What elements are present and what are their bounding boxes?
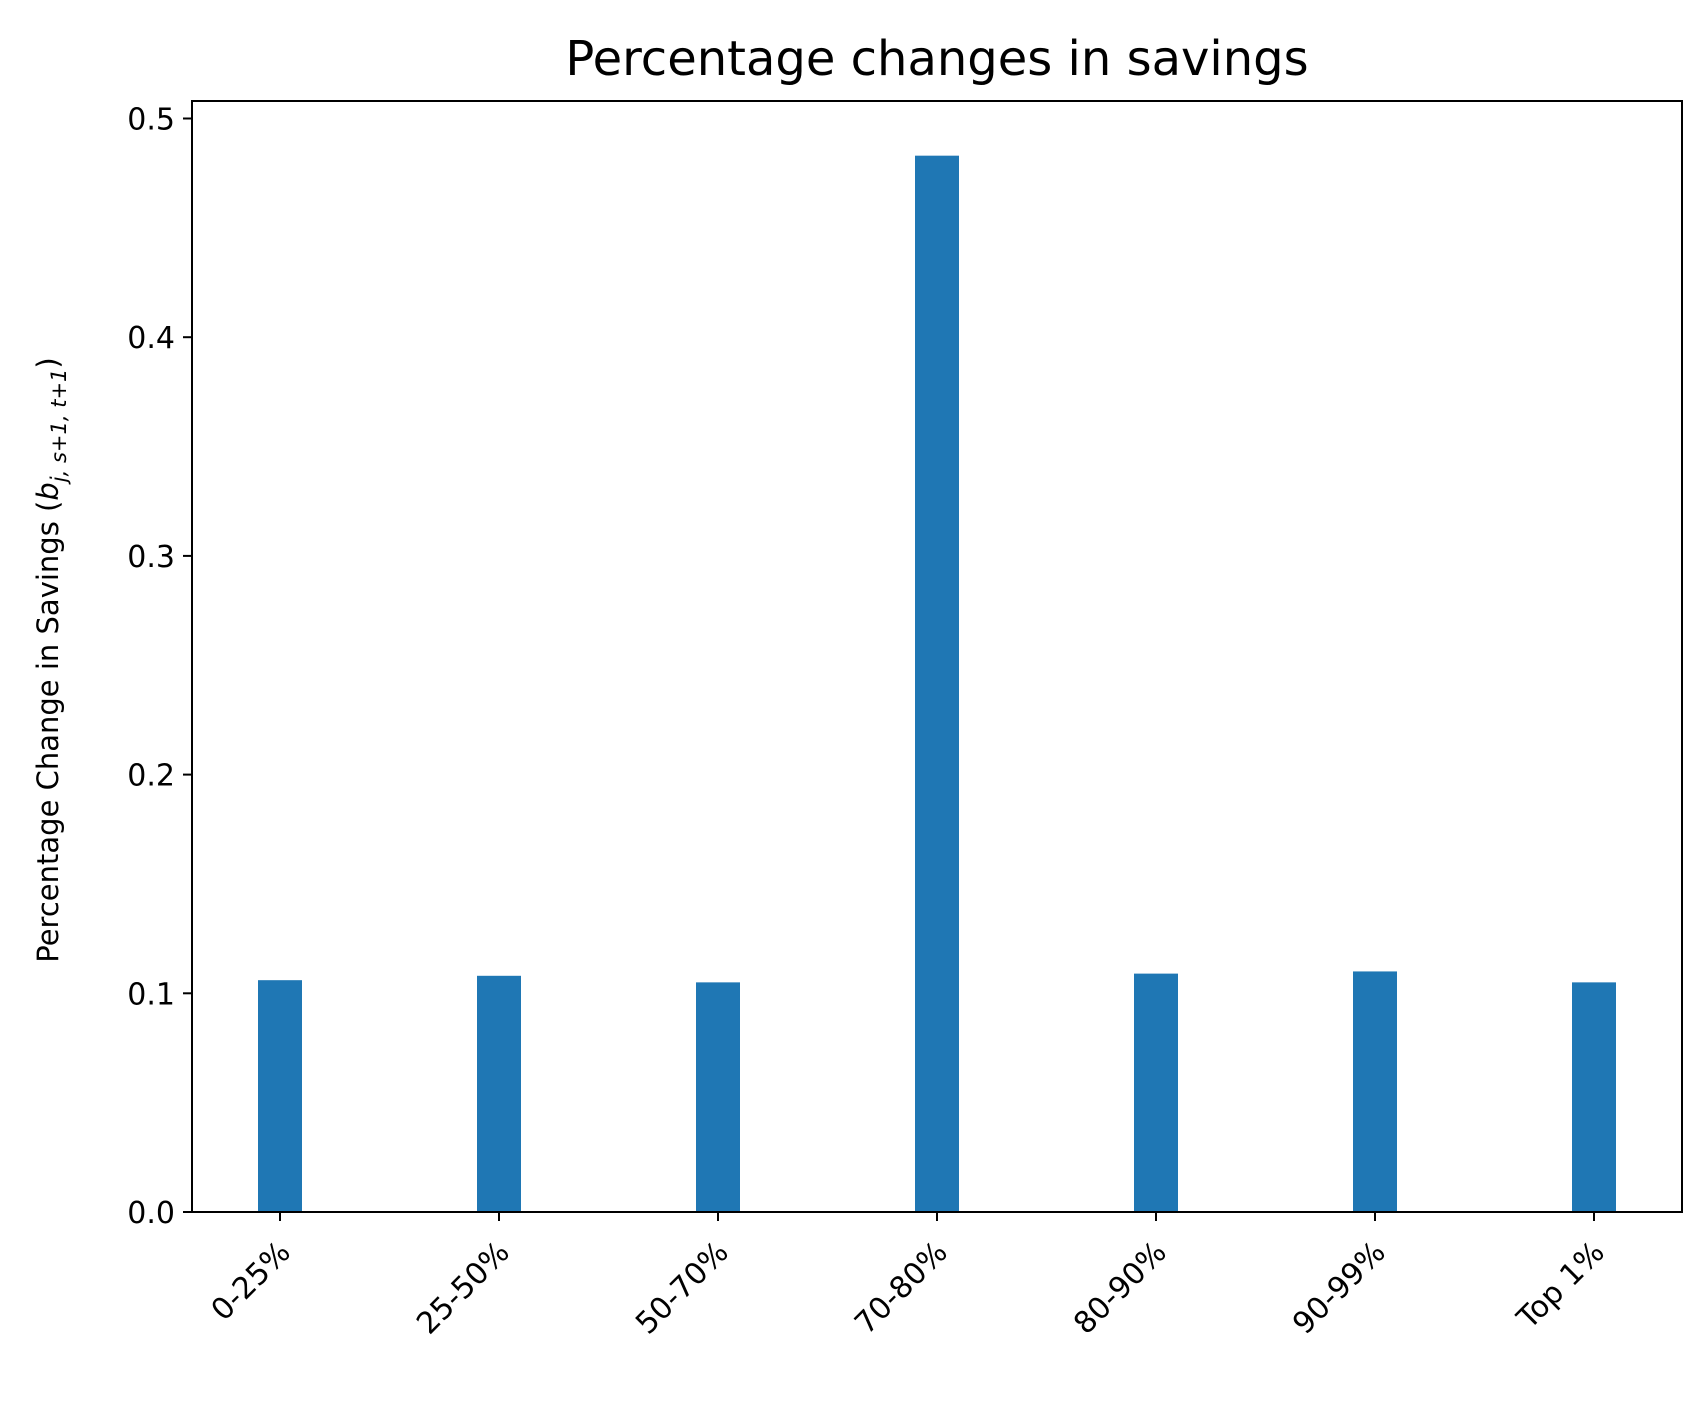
bars bbox=[258, 155, 1616, 1213]
x-tick-label: 90-99% bbox=[1286, 1235, 1393, 1342]
bar-25-50 bbox=[477, 975, 521, 1212]
bar-0-25 bbox=[258, 980, 302, 1212]
y-axis-label-prefix: Percentage Change in Savings ( bbox=[31, 501, 65, 963]
bar-90-99 bbox=[1353, 971, 1397, 1212]
y-axis-ticks: 0.0 0.1 0.2 0.3 0.4 0.5 bbox=[127, 102, 192, 1231]
x-tick-label: 50-70% bbox=[629, 1235, 736, 1342]
x-tick-label: 70-80% bbox=[848, 1235, 955, 1342]
y-axis-label-subscript: j, s+1, t+1 bbox=[47, 369, 71, 486]
chart-title: Percentage changes in savings bbox=[565, 31, 1308, 87]
plot-area-frame bbox=[191, 100, 1683, 1213]
y-tick-label: 0.5 bbox=[127, 102, 175, 137]
y-axis-label-suffix: ) bbox=[31, 357, 65, 368]
y-axis-label: Percentage Change in Savings (bj, s+1, t… bbox=[31, 357, 71, 962]
y-axis-label-text: Percentage Change in Savings (bj, s+1, t… bbox=[31, 357, 71, 962]
x-axis-ticks: 0-25% 25-50% 50-70% 70-80% 80-90% 90-99% Top 1… bbox=[205, 1212, 1612, 1341]
bar-70-80 bbox=[915, 155, 959, 1213]
y-tick-label: 0.2 bbox=[127, 759, 175, 794]
y-tick-label: 0.4 bbox=[127, 321, 175, 356]
bar-top-1 bbox=[1572, 982, 1616, 1212]
y-tick-label: 0.3 bbox=[127, 540, 175, 575]
x-tick-label: Top 1% bbox=[1510, 1235, 1612, 1337]
x-tick-label: 80-90% bbox=[1067, 1235, 1174, 1342]
y-tick-label: 0.1 bbox=[127, 977, 175, 1012]
x-tick-label: 0-25% bbox=[205, 1235, 298, 1328]
x-tick-label: 25-50% bbox=[410, 1235, 517, 1342]
y-axis-label-symbol: b bbox=[31, 482, 65, 500]
y-tick-label: 0.0 bbox=[127, 1196, 175, 1231]
bar-80-90 bbox=[1134, 973, 1178, 1212]
bar-50-70 bbox=[696, 982, 740, 1212]
